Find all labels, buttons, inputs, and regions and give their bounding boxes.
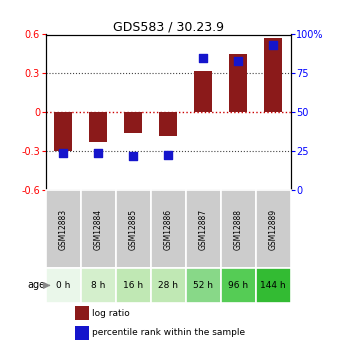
Bar — [75, 306, 89, 320]
Text: 8 h: 8 h — [91, 281, 105, 290]
Bar — [81, 190, 116, 268]
Text: log ratio: log ratio — [92, 309, 130, 318]
Text: 28 h: 28 h — [158, 281, 178, 290]
Text: 96 h: 96 h — [228, 281, 248, 290]
Bar — [256, 268, 291, 303]
Text: 16 h: 16 h — [123, 281, 143, 290]
Point — [61, 150, 66, 156]
Bar — [221, 268, 256, 303]
Bar — [89, 112, 107, 142]
Text: GSM12887: GSM12887 — [199, 209, 208, 250]
Bar — [116, 268, 151, 303]
Text: 144 h: 144 h — [260, 281, 286, 290]
Bar — [75, 326, 89, 339]
Text: 0 h: 0 h — [56, 281, 70, 290]
Bar — [186, 268, 221, 303]
Text: GSM12889: GSM12889 — [269, 209, 278, 250]
Bar — [81, 268, 116, 303]
Bar — [46, 268, 81, 303]
Bar — [186, 190, 221, 268]
Point — [166, 152, 171, 157]
Point — [270, 43, 276, 48]
Bar — [160, 112, 177, 136]
Title: GDS583 / 30.23.9: GDS583 / 30.23.9 — [113, 20, 224, 33]
Point — [130, 153, 136, 159]
Bar — [264, 38, 282, 112]
Bar — [256, 190, 291, 268]
Bar — [54, 112, 72, 151]
Bar — [124, 112, 142, 133]
Bar — [151, 190, 186, 268]
Text: age: age — [27, 280, 46, 290]
Text: 52 h: 52 h — [193, 281, 213, 290]
Bar — [230, 54, 247, 112]
Text: percentile rank within the sample: percentile rank within the sample — [92, 328, 245, 337]
Point — [200, 55, 206, 61]
Text: GSM12884: GSM12884 — [94, 209, 103, 250]
Text: GSM12885: GSM12885 — [129, 209, 138, 250]
Text: GSM12883: GSM12883 — [58, 209, 68, 250]
Bar — [151, 268, 186, 303]
Bar — [194, 71, 212, 112]
Bar — [221, 190, 256, 268]
Bar — [116, 190, 151, 268]
Bar — [46, 190, 81, 268]
Text: GSM12886: GSM12886 — [164, 209, 173, 250]
Point — [236, 58, 241, 64]
Text: GSM12888: GSM12888 — [234, 209, 243, 250]
Point — [95, 150, 101, 156]
